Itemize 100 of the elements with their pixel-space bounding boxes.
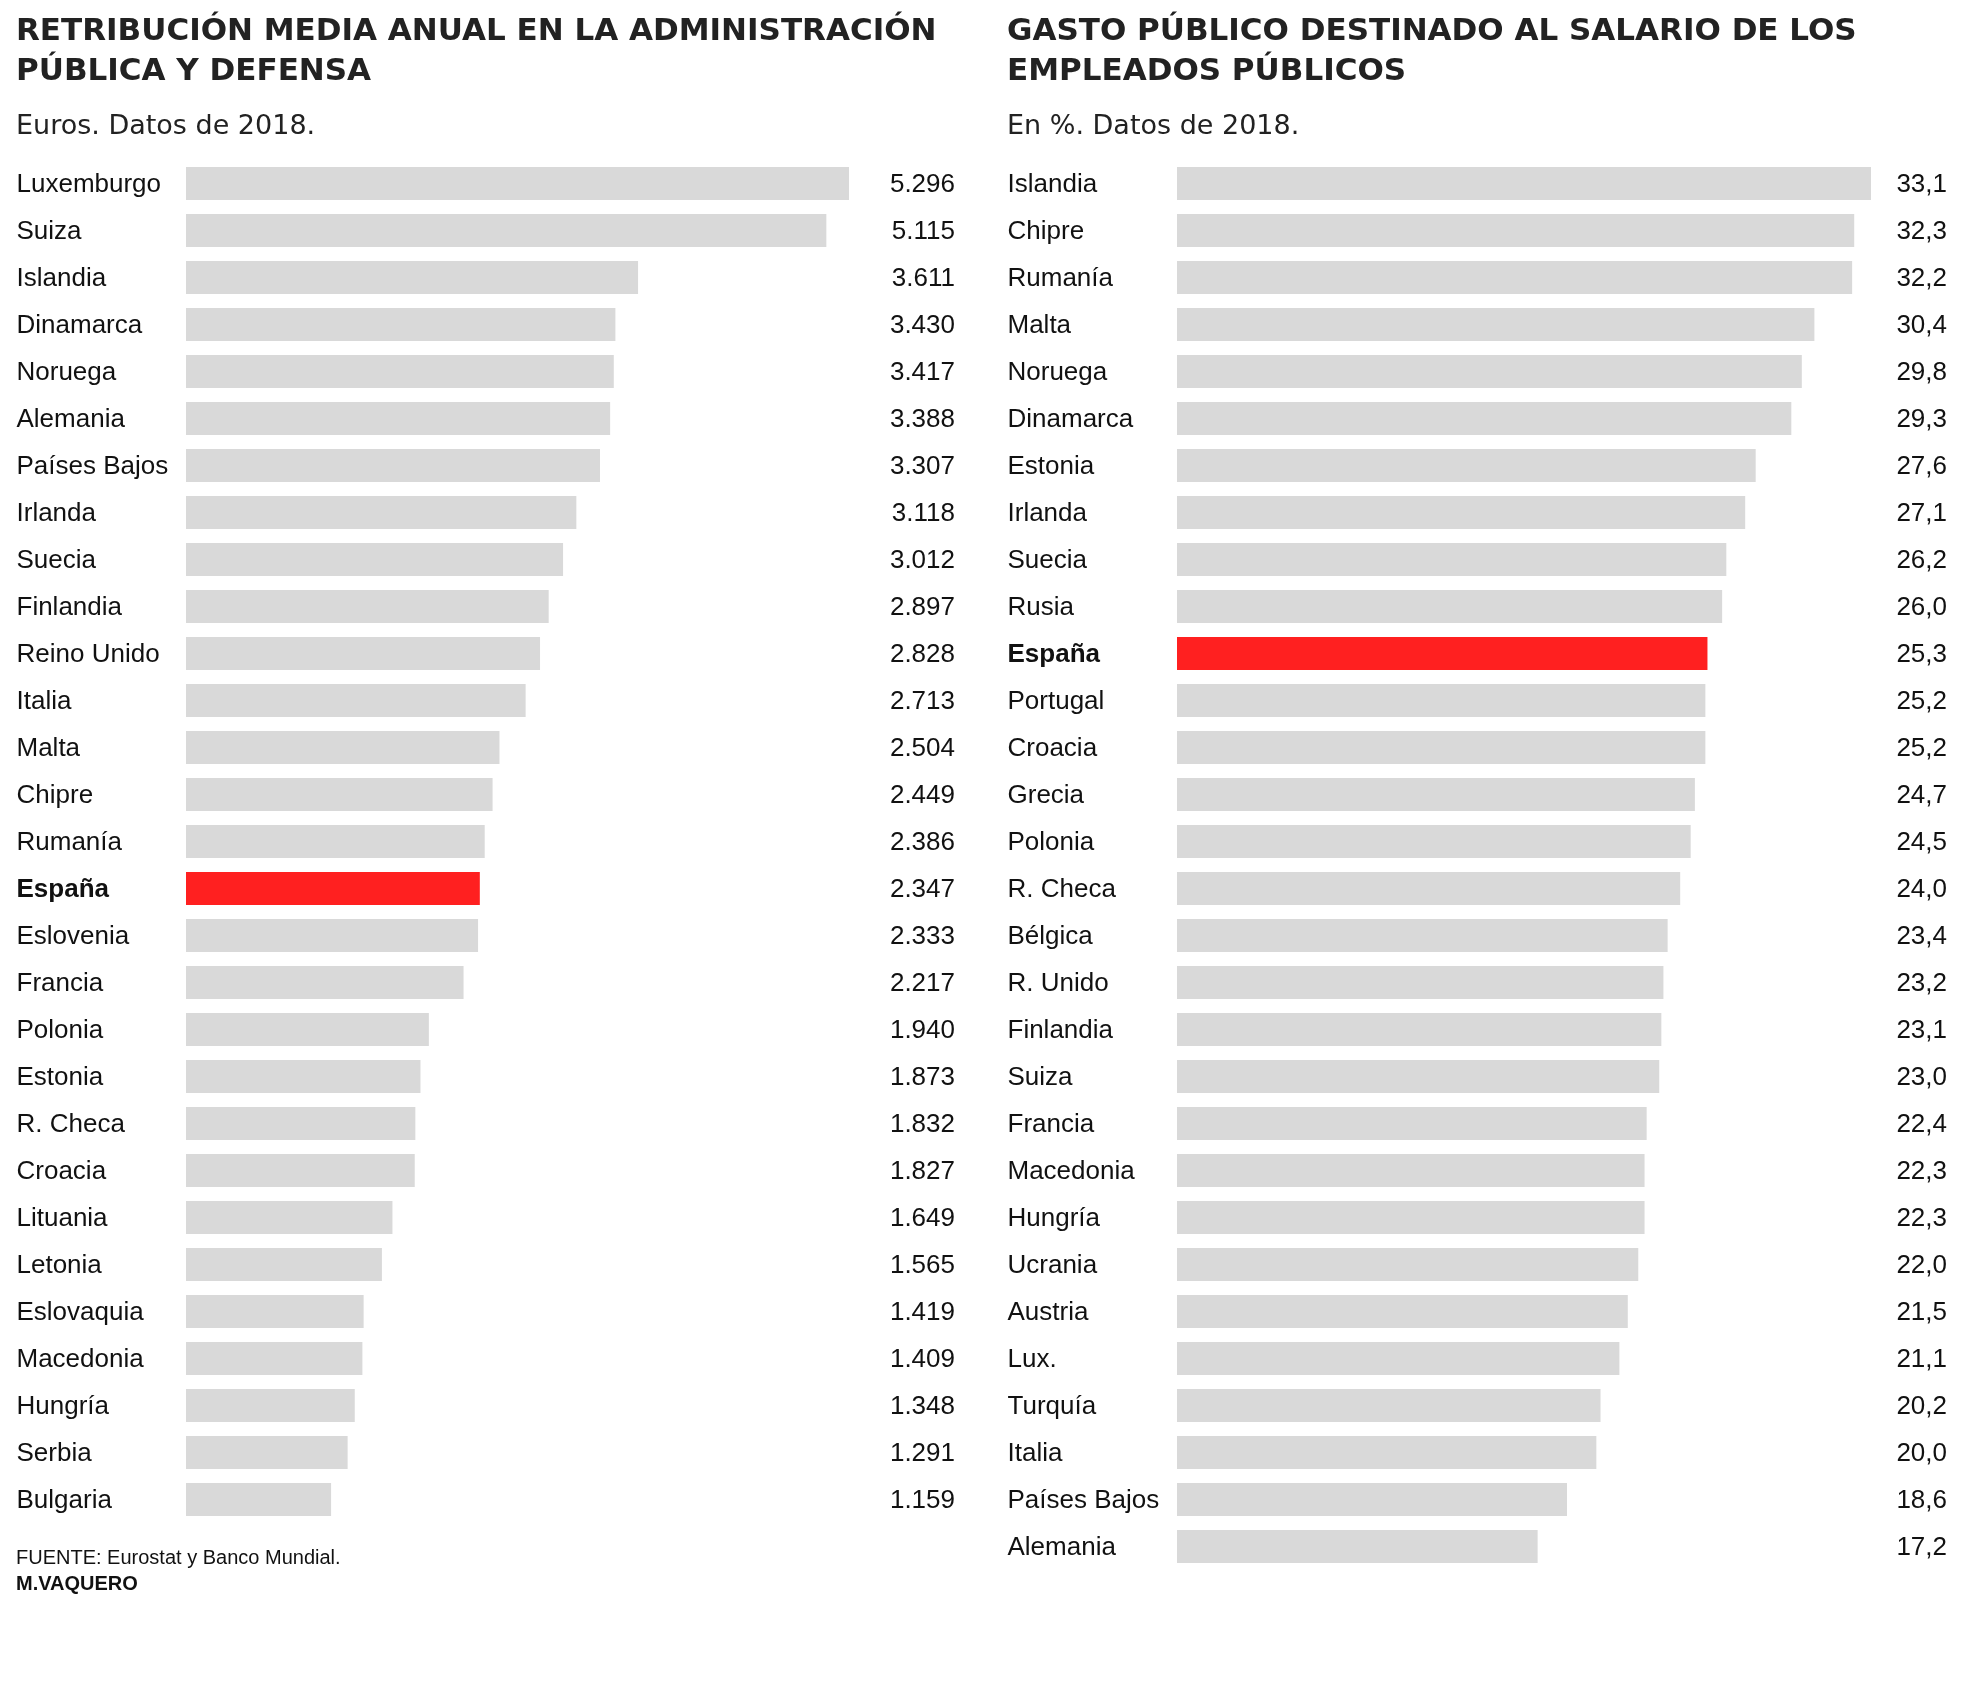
y-tick-label: Portugal [1007,684,1105,715]
bar [186,1201,393,1234]
y-tick-label: Países Bajos [16,449,169,480]
text: M.VAQUERO [16,1571,139,1596]
bar [186,261,639,294]
data-label: 2.504 [889,731,955,762]
y-tick-label: Finlandia [1007,1013,1114,1044]
bar [1177,543,1727,576]
bar [186,1060,421,1093]
bar [1177,1201,1645,1234]
data-label: 24,5 [1896,825,1947,856]
bar [1177,919,1668,952]
bar [1177,731,1706,764]
y-tick-label: Dinamarca [1007,402,1134,433]
bar [186,1342,363,1375]
data-label: 5.115 [891,214,955,245]
bar [186,825,485,858]
data-label: 2.713 [889,684,955,715]
data-label: 23,0 [1896,1060,1947,1091]
y-tick-label: Dinamarca [16,308,143,339]
data-label: 23,1 [1896,1013,1947,1044]
bar [1177,402,1792,435]
y-tick-label: Hungría [16,1389,110,1420]
bar [186,402,611,435]
bar [1177,1107,1647,1140]
bar [1177,1060,1660,1093]
bar [186,778,493,811]
bar [1177,1342,1620,1375]
y-tick-label: Serbia [16,1436,93,1467]
y-tick-label: Luxemburgo [16,167,162,198]
bar [186,637,541,670]
y-tick-label: Macedonia [16,1342,145,1373]
data-label: 1.827 [889,1154,955,1185]
data-label: 26,0 [1896,590,1947,621]
bar [1177,1295,1628,1328]
data-label: 3.611 [891,261,955,292]
data-label: 29,8 [1896,355,1947,386]
chart-title: GASTO PÚBLICO DESTINADO AL SALARIO DE LOS EMPLEADOS PÚBLICOS [1007,11,1857,87]
bar [186,496,577,529]
y-tick-label: Lux. [1007,1342,1057,1373]
bar [186,1013,429,1046]
bar [186,214,827,247]
bar [1177,966,1664,999]
data-label: 5.296 [889,167,955,198]
y-tick-label: Malta [1007,308,1072,339]
bar [186,1436,348,1469]
y-tick-label: Suecia [16,543,97,574]
bar [1177,590,1723,623]
bar [1177,684,1706,717]
y-tick-label: Estonia [1007,449,1095,480]
bar [186,1295,364,1328]
bar [186,919,479,952]
y-tick-label: Rusia [1007,590,1075,621]
data-label: 1.832 [889,1107,955,1138]
y-tick-label: Francia [16,966,104,997]
data-label: 18,6 [1896,1483,1947,1514]
y-tick-label: R. Unido [1007,966,1109,997]
data-label: 3.388 [889,402,955,433]
data-label: 1.291 [889,1436,955,1467]
y-tick-label: Alemania [16,402,126,433]
bar [1177,1436,1597,1469]
data-label: 1.348 [889,1389,955,1420]
bar [186,1107,416,1140]
bar [1177,1389,1601,1422]
y-tick-label: Italia [16,684,72,715]
data-label: 25,2 [1896,731,1947,762]
data-label: 2.333 [889,919,955,950]
y-tick-label: Reino Unido [16,637,160,668]
data-label: 22,4 [1896,1107,1947,1138]
data-label: 2.828 [889,637,955,668]
bar [186,355,614,388]
bar [1177,637,1708,670]
bar [186,543,564,576]
y-tick-label: Islandia [16,261,107,292]
chart-subtitle: Euros. Datos de 2018. [16,109,316,140]
data-label: 23,4 [1896,919,1947,950]
data-label: 3.118 [891,496,955,527]
data-label: 21,1 [1896,1342,1947,1373]
bar [186,1389,355,1422]
y-tick-label: Eslovaquia [16,1295,145,1326]
data-label: 24,0 [1896,872,1947,903]
y-tick-label: Irlanda [1007,496,1088,527]
bar [186,1483,332,1516]
y-tick-label: Chipre [16,778,94,809]
bar [1177,872,1681,905]
data-label: 23,2 [1896,966,1947,997]
y-tick-label: Estonia [16,1060,104,1091]
y-tick-label: España [1007,637,1101,668]
data-label: 2.217 [889,966,955,997]
y-tick-label: Croacia [16,1154,107,1185]
y-tick-label: R. Checa [1007,872,1117,903]
y-tick-label: Polonia [16,1013,104,1044]
y-tick-label: Hungría [1007,1201,1101,1232]
data-label: 2.386 [889,825,955,856]
data-label: 1.649 [889,1201,955,1232]
y-tick-label: R. Checa [16,1107,126,1138]
data-label: 27,1 [1896,496,1947,527]
bar [1177,1013,1662,1046]
y-tick-label: Malta [16,731,81,762]
data-label: 29,3 [1896,402,1947,433]
